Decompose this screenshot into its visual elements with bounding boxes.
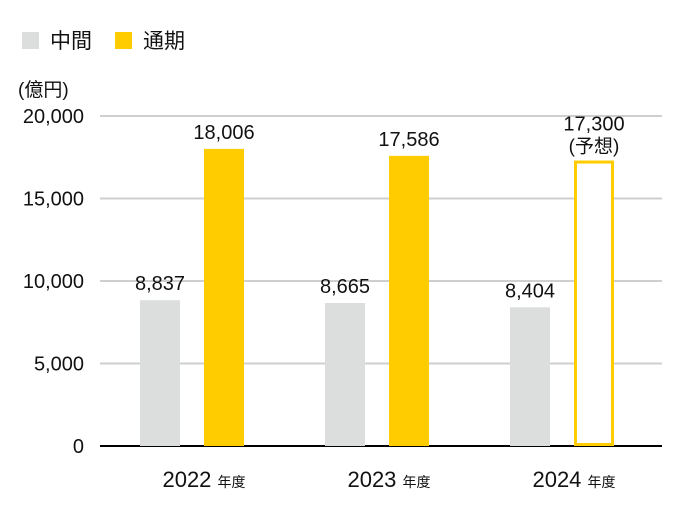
bar-interim — [325, 303, 365, 446]
y-tick-label: 10,000 — [23, 271, 84, 293]
bar-full-year — [389, 155, 429, 446]
data-label: 17,300 — [563, 114, 624, 136]
legend: 中間 通期 — [22, 30, 185, 53]
legend-label-full-year: 通期 — [143, 30, 185, 53]
y-axis-unit-label: (億円) — [18, 79, 69, 101]
x-tick-label: 2024 年度 — [532, 467, 615, 492]
bar-forecast — [574, 160, 614, 447]
bar-interim — [510, 307, 550, 446]
y-tick-label: 20,000 — [23, 106, 84, 128]
y-tick-label: 15,000 — [23, 189, 84, 211]
legend-swatch-interim — [22, 32, 39, 49]
data-label: 8,404 — [505, 280, 555, 302]
x-tick-label: 2023 年度 — [347, 467, 430, 492]
bar-interim — [140, 300, 180, 446]
legend-swatch-full-year — [115, 32, 132, 49]
data-label: 8,837 — [135, 273, 185, 295]
legend-label-interim: 中間 — [50, 30, 92, 53]
data-label: 8,665 — [320, 276, 370, 298]
forecast-note: (予想) — [569, 136, 620, 158]
bar-full-year — [204, 148, 244, 446]
x-tick-label: 2022 年度 — [162, 467, 245, 492]
data-label: 18,006 — [193, 122, 254, 144]
data-label: 17,586 — [378, 129, 439, 151]
y-tick-label: 0 — [73, 436, 84, 458]
y-tick-label: 5,000 — [34, 354, 84, 376]
